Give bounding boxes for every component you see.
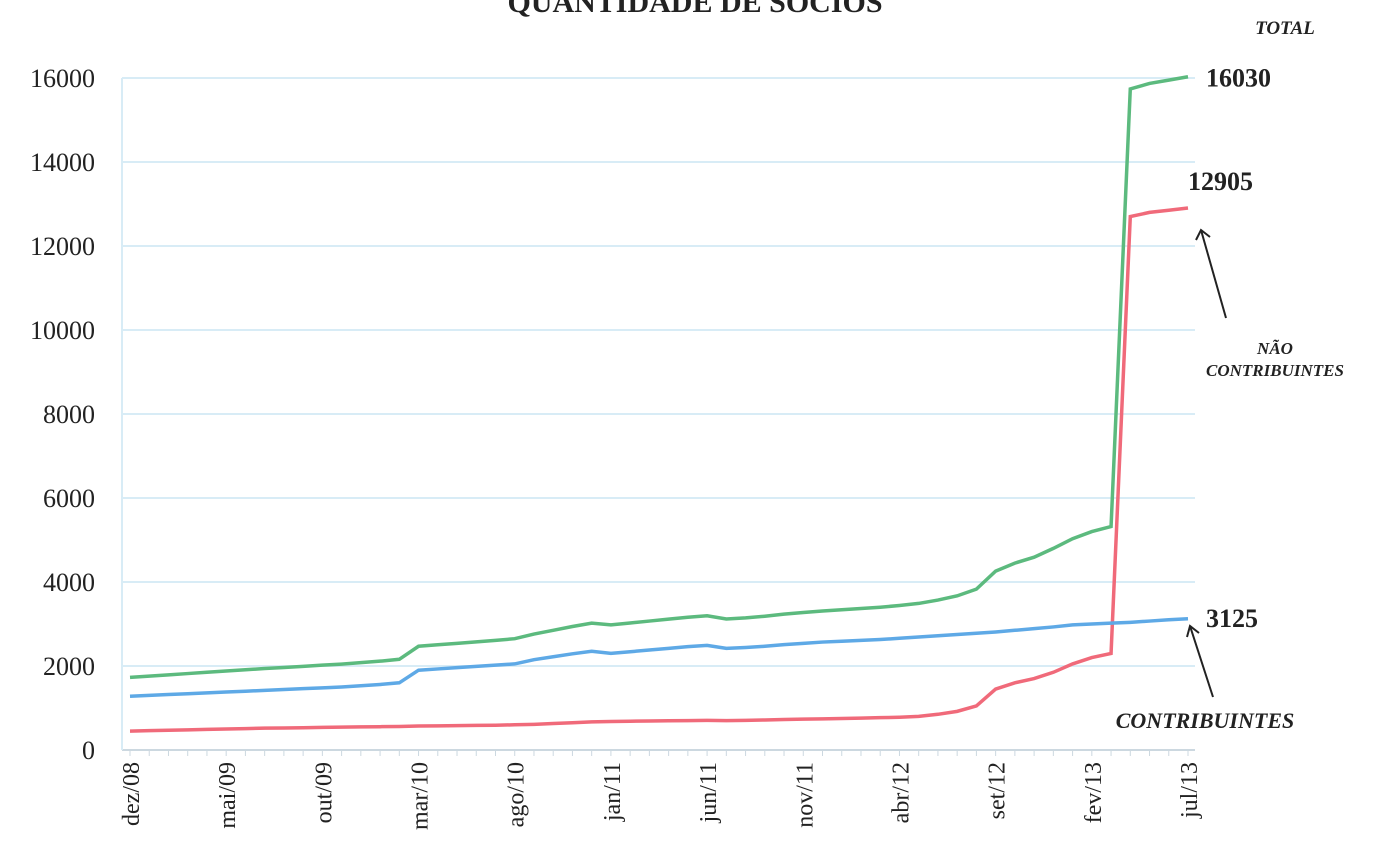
arrow [1189, 625, 1214, 698]
arrow-head [1195, 228, 1211, 241]
chart-title: QUANTIDADE DE SÓCIOS [507, 0, 882, 19]
x-tick-label: out/09 [311, 762, 337, 823]
x-tick-label: jul/13 [1177, 762, 1203, 819]
x-tick-label: mar/10 [408, 762, 434, 830]
y-tick-label: 16000 [30, 64, 95, 93]
arrow-head [1186, 624, 1200, 638]
x-tick-label: set/12 [985, 762, 1011, 819]
y-tick-label: 0 [82, 736, 95, 765]
y-tick-label: 10000 [30, 316, 95, 345]
series-label: TOTAL [1255, 18, 1315, 39]
end-label: 12905 [1188, 167, 1253, 196]
arrow [1200, 229, 1227, 319]
x-tick-label: fev/13 [1081, 762, 1107, 823]
series-line [129, 75, 1189, 680]
y-tick-label: 12000 [30, 232, 95, 261]
x-tick-label: jun/11 [696, 762, 722, 823]
series-line [129, 617, 1189, 698]
x-tick-label: jan/11 [600, 762, 626, 822]
y-tick-label: 8000 [43, 400, 95, 429]
y-tick-label: 2000 [43, 652, 95, 681]
y-tick-label: 6000 [43, 484, 95, 513]
series-label: NÃO CONTRIBUINTES [1206, 339, 1344, 380]
y-tick-label: 14000 [30, 148, 95, 177]
series-label: CONTRIBUINTES [1115, 708, 1295, 733]
x-tick-label: mai/09 [215, 762, 241, 829]
end-label: 16030 [1206, 64, 1271, 93]
x-tick-label: nov/11 [792, 762, 818, 828]
x-tick-label: ago/10 [504, 762, 530, 827]
series-line [129, 206, 1189, 733]
x-tick-label: dez/08 [119, 762, 145, 826]
y-tick-label: 4000 [43, 568, 95, 597]
arrows [1186, 228, 1227, 698]
end-label: 3125 [1206, 604, 1258, 633]
x-tick-label: abr/12 [888, 762, 914, 823]
